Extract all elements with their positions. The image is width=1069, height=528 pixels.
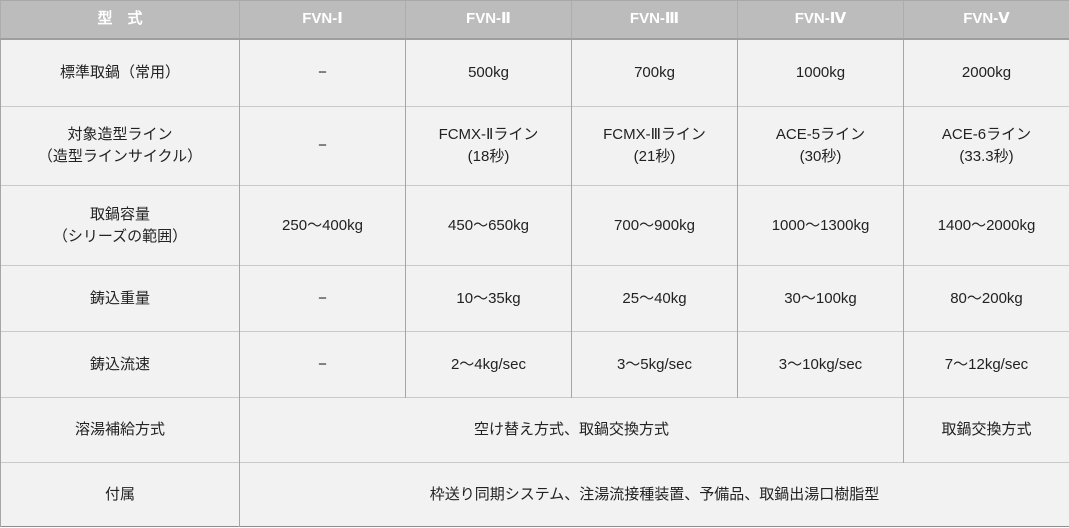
header-col-fvn-2: FVN-Ⅱ bbox=[405, 0, 572, 40]
row-label: 対象造型ライン （造型ラインサイクル） bbox=[0, 106, 240, 186]
cell-value: ACE-5ライン (30秒) bbox=[737, 106, 904, 186]
cell-value: 450〜650kg bbox=[405, 185, 572, 266]
header-model-label: 型 式 bbox=[0, 0, 240, 40]
cell-value: 取鍋交換方式 bbox=[903, 397, 1069, 463]
cell-value: 700〜900kg bbox=[571, 185, 738, 266]
row-accessories: 付属 枠送り同期システム、注湯流接種装置、予備品、取鍋出湯口樹脂型 bbox=[0, 462, 1069, 527]
row-label: 取鍋容量 （シリーズの範囲） bbox=[0, 185, 240, 266]
cell-merged-value: 枠送り同期システム、注湯流接種装置、予備品、取鍋出湯口樹脂型 bbox=[239, 462, 1069, 527]
cell-merged-value: 空け替え方式、取鍋交換方式 bbox=[239, 397, 904, 463]
header-col-fvn-1: FVN-Ⅰ bbox=[239, 0, 406, 40]
row-melt-supply-method: 溶湯補給方式 空け替え方式、取鍋交換方式 取鍋交換方式 bbox=[0, 397, 1069, 463]
cell-value: 3〜10kg/sec bbox=[737, 331, 904, 398]
row-molding-line: 対象造型ライン （造型ラインサイクル） − FCMX-Ⅱライン (18秒) FC… bbox=[0, 106, 1069, 186]
header-col-fvn-5: FVN-Ⅴ bbox=[903, 0, 1069, 40]
cell-value: 1000kg bbox=[737, 38, 904, 107]
cell-value: 2〜4kg/sec bbox=[405, 331, 572, 398]
cell-value: 30〜100kg bbox=[737, 265, 904, 332]
cell-value: 10〜35kg bbox=[405, 265, 572, 332]
row-ladle-capacity: 取鍋容量 （シリーズの範囲） 250〜400kg 450〜650kg 700〜9… bbox=[0, 185, 1069, 266]
cell-value: FCMX-Ⅱライン (18秒) bbox=[405, 106, 572, 186]
cell-value: − bbox=[239, 106, 406, 186]
cell-value: − bbox=[239, 331, 406, 398]
cell-value: 7〜12kg/sec bbox=[903, 331, 1069, 398]
cell-value: 80〜200kg bbox=[903, 265, 1069, 332]
row-label: 溶湯補給方式 bbox=[0, 397, 240, 463]
cell-value: 250〜400kg bbox=[239, 185, 406, 266]
cell-value: ACE-6ライン (33.3秒) bbox=[903, 106, 1069, 186]
cell-value: 2000kg bbox=[903, 38, 1069, 107]
row-pouring-weight: 鋳込重量 − 10〜35kg 25〜40kg 30〜100kg 80〜200kg bbox=[0, 265, 1069, 332]
cell-value: 3〜5kg/sec bbox=[571, 331, 738, 398]
row-label: 標準取鍋（常用） bbox=[0, 38, 240, 107]
row-label: 鋳込重量 bbox=[0, 265, 240, 332]
row-label: 付属 bbox=[0, 462, 240, 527]
cell-value: 1000〜1300kg bbox=[737, 185, 904, 266]
cell-value: 25〜40kg bbox=[571, 265, 738, 332]
cell-value: − bbox=[239, 38, 406, 107]
row-pouring-flow-rate: 鋳込流速 − 2〜4kg/sec 3〜5kg/sec 3〜10kg/sec 7〜… bbox=[0, 331, 1069, 398]
header-row: 型 式 FVN-Ⅰ FVN-Ⅱ FVN-Ⅲ FVN-Ⅳ FVN-Ⅴ bbox=[0, 0, 1069, 40]
cell-value: 700kg bbox=[571, 38, 738, 107]
cell-value: 500kg bbox=[405, 38, 572, 107]
row-standard-ladle: 標準取鍋（常用） − 500kg 700kg 1000kg 2000kg bbox=[0, 38, 1069, 107]
header-col-fvn-4: FVN-Ⅳ bbox=[737, 0, 904, 40]
row-label: 鋳込流速 bbox=[0, 331, 240, 398]
cell-value: FCMX-Ⅲライン (21秒) bbox=[571, 106, 738, 186]
cell-value: − bbox=[239, 265, 406, 332]
cell-value: 1400〜2000kg bbox=[903, 185, 1069, 266]
header-col-fvn-3: FVN-Ⅲ bbox=[571, 0, 738, 40]
